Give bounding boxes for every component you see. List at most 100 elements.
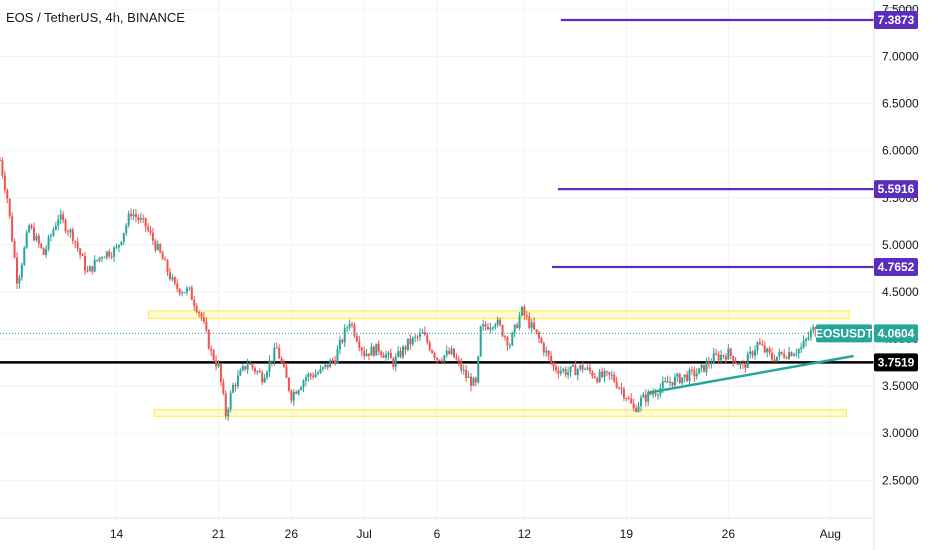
- candle-body: [503, 336, 506, 338]
- candle-body: [620, 387, 623, 390]
- candle-body: [520, 306, 523, 316]
- candle-body: [246, 364, 249, 370]
- candle-body: [20, 264, 23, 278]
- candle-body: [251, 363, 254, 368]
- candle-body: [448, 350, 451, 354]
- candle-body: [579, 365, 582, 370]
- candle-body: [433, 352, 436, 358]
- candle-body: [596, 377, 599, 383]
- candle-body: [533, 322, 536, 330]
- candle-body: [319, 368, 322, 373]
- candle-body: [712, 353, 715, 363]
- candle-body: [88, 266, 91, 272]
- candle-body: [154, 240, 157, 250]
- candle-body: [365, 353, 368, 357]
- candle-body: [249, 363, 252, 365]
- candle-body: [613, 374, 616, 382]
- candle-body: [176, 283, 179, 289]
- candle-body: [62, 214, 65, 221]
- candle-body: [788, 352, 791, 359]
- candle-body: [537, 332, 540, 339]
- candle-body: [773, 359, 776, 362]
- candle-body: [513, 324, 516, 333]
- candle-body: [455, 357, 458, 360]
- candle-body: [168, 272, 171, 280]
- candle-body: [312, 375, 315, 378]
- candle-body: [32, 227, 35, 241]
- candle-body: [314, 374, 317, 378]
- candle-body: [637, 406, 640, 412]
- candle-body: [188, 287, 191, 289]
- candle-body: [564, 369, 567, 375]
- candle-body: [581, 365, 584, 370]
- candle-body: [202, 317, 205, 322]
- candle-body: [227, 409, 230, 417]
- candle-body: [30, 225, 33, 228]
- candle-body: [64, 220, 67, 232]
- candle-body: [25, 232, 28, 248]
- y-tick-label: 6.0000: [882, 144, 919, 158]
- candle-body: [406, 338, 409, 350]
- y-tick-label: 7.0000: [882, 50, 919, 64]
- candle-body: [656, 394, 659, 396]
- candle-body: [285, 366, 288, 378]
- candle-body: [132, 214, 135, 217]
- candle-body: [258, 371, 261, 373]
- candle-body: [797, 349, 800, 354]
- candle-body: [465, 369, 468, 378]
- level-price-tag: [874, 353, 918, 372]
- candle-body: [244, 366, 247, 370]
- candle-body: [450, 348, 453, 354]
- candle-body: [496, 319, 499, 325]
- candle-body: [307, 373, 310, 378]
- candle-body: [734, 362, 737, 364]
- candle-body: [35, 235, 38, 241]
- candle-body: [37, 235, 40, 244]
- candle-body: [632, 403, 635, 409]
- candle-body: [664, 381, 667, 383]
- candle-body: [402, 346, 405, 357]
- candle-body: [562, 369, 565, 371]
- candle-body: [178, 288, 181, 294]
- candle-body: [341, 340, 344, 343]
- candle-body: [144, 218, 147, 227]
- candle-body: [758, 342, 761, 345]
- candle-body: [346, 327, 349, 329]
- candle-body: [76, 242, 79, 249]
- candle-body: [666, 381, 669, 383]
- candle-body: [622, 389, 625, 398]
- candle-body: [603, 371, 606, 378]
- candle-body: [552, 362, 555, 367]
- candle-body: [472, 377, 475, 386]
- candle-body: [266, 371, 269, 378]
- candle-body: [540, 338, 543, 343]
- candle-body: [198, 312, 201, 314]
- x-tick-label: 6: [434, 527, 441, 541]
- candle-body: [151, 232, 154, 241]
- candle-body: [0, 160, 1, 162]
- candle-body: [149, 230, 152, 233]
- candle-body: [462, 369, 465, 371]
- candle-body: [812, 326, 815, 331]
- candle-body: [222, 382, 225, 394]
- candle-body: [457, 359, 460, 362]
- candle-body: [54, 225, 57, 230]
- candle-body: [74, 241, 77, 243]
- candle-body: [181, 292, 184, 294]
- candle-body: [686, 374, 689, 382]
- candle-body: [729, 348, 732, 356]
- level-price-tag-text: 3.7519: [878, 355, 915, 369]
- candle-body: [785, 357, 788, 359]
- candle-body: [805, 338, 808, 341]
- candle-body: [807, 337, 810, 339]
- candle-body: [370, 346, 373, 356]
- candle-body: [491, 327, 494, 329]
- candle-body: [778, 351, 781, 357]
- x-tick-label: Jul: [356, 527, 371, 541]
- candle-body: [57, 219, 60, 226]
- candle-body: [183, 292, 186, 294]
- candle-body: [137, 217, 140, 220]
- candle-body: [644, 394, 647, 402]
- candle-body: [652, 393, 655, 395]
